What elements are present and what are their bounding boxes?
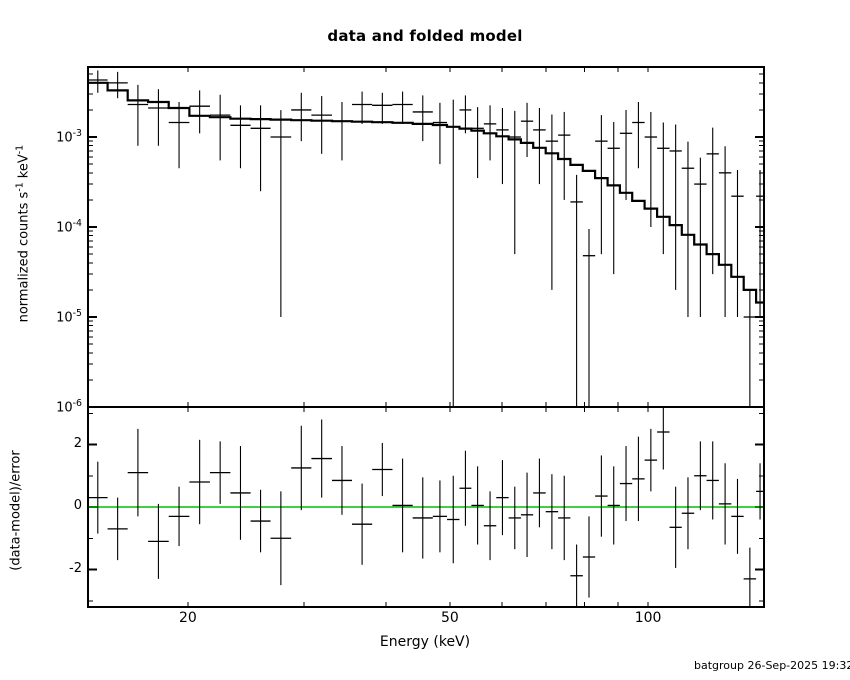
y-tick-label-bottom: 0 [73, 498, 82, 513]
residual-points [88, 407, 764, 607]
y-tick-label-bottom: -2 [69, 560, 82, 576]
lower-panel-frame-overlay [87, 406, 765, 608]
x-tick-label: 50 [440, 610, 459, 626]
upper-panel-frame-overlay [87, 66, 765, 408]
y-tick-label-top: 10-5 [56, 308, 82, 326]
x-tick-label: 100 [634, 610, 662, 626]
upper-panel-frame [87, 66, 765, 408]
x-axis-label: Energy (keV) [379, 634, 471, 650]
model-step-curve [88, 81, 764, 304]
y-tick-label-top: 10-4 [56, 218, 82, 236]
y-tick-label-bottom: 2 [73, 435, 82, 451]
y-tick-label-top: 10-3 [56, 128, 82, 146]
x-tick-label: 20 [179, 610, 197, 626]
timestamp-stamp: batgroup 26-Sep-2025 19:32 [694, 659, 850, 672]
page-title: data and folded model [327, 27, 523, 45]
y-tick-label-top: 10-6 [56, 398, 82, 416]
data-points-upper [88, 70, 764, 407]
